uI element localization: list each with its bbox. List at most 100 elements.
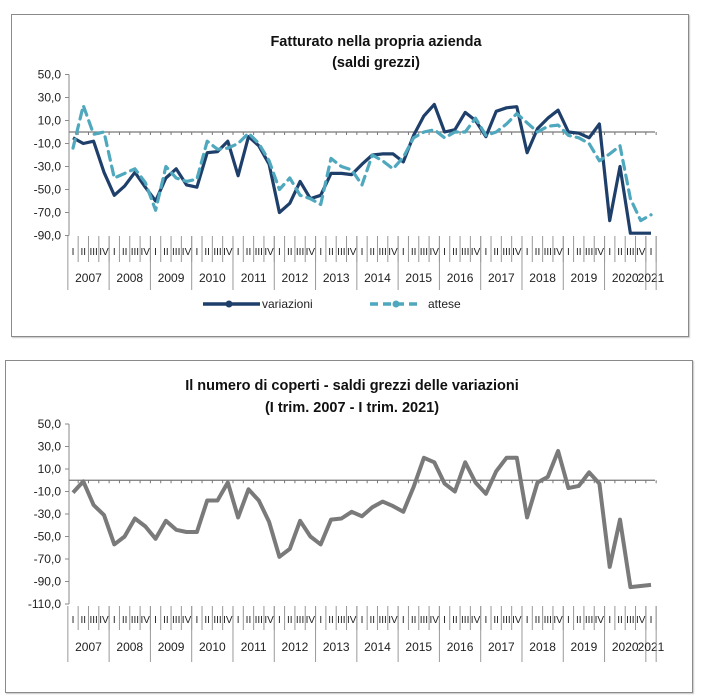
- x-quarter-label: I: [650, 247, 653, 258]
- y-tick-label: 30,0: [38, 91, 62, 105]
- chart2-series: [71, 449, 652, 590]
- series-line-coperti: [71, 449, 652, 590]
- x-quarter-label: IV: [264, 247, 274, 258]
- x-quarter-label: II: [617, 247, 623, 258]
- y-tick-label: -30,0: [34, 507, 62, 521]
- x-quarter-label: II: [328, 615, 334, 626]
- x-year-label: 2018: [529, 640, 556, 654]
- y-tick-label: -50,0: [34, 530, 62, 544]
- x-quarter-label: I: [319, 247, 322, 258]
- x-quarter-label: II: [204, 247, 210, 258]
- x-quarter-label: I: [278, 615, 281, 626]
- x-quarter-label: I: [154, 615, 157, 626]
- x-year-label: 2014: [364, 640, 391, 654]
- x-quarter-label: IV: [264, 615, 274, 626]
- legend-attese-label: attese: [428, 297, 461, 311]
- x-quarter-label: III: [626, 247, 634, 258]
- x-quarter-label: I: [567, 247, 570, 258]
- x-quarter-label: IV: [595, 247, 605, 258]
- x-quarter-label: III: [502, 247, 510, 258]
- x-year-label: 2016: [447, 271, 474, 285]
- x-quarter-label: I: [195, 247, 198, 258]
- x-quarter-label: IV: [182, 615, 192, 626]
- x-quarter-label: III: [255, 247, 263, 258]
- x-quarter-label: II: [411, 247, 417, 258]
- y-tick-label: 10,0: [38, 114, 62, 128]
- x-quarter-label: II: [535, 615, 541, 626]
- x-quarter-label: I: [443, 247, 446, 258]
- x-quarter-label: III: [420, 615, 428, 626]
- x-quarter-label: II: [81, 615, 87, 626]
- x-quarter-label: IV: [141, 247, 151, 258]
- x-year-label: 2020: [612, 640, 639, 654]
- x-quarter-label: II: [122, 615, 128, 626]
- x-quarter-label: I: [567, 615, 570, 626]
- x-quarter-label: I: [608, 247, 611, 258]
- x-year-label: 2016: [447, 640, 474, 654]
- x-quarter-label: III: [461, 615, 469, 626]
- x-year-label: 2007: [75, 640, 102, 654]
- x-quarter-label: I: [484, 247, 487, 258]
- chart1-title: Fatturato nella propria azienda: [270, 34, 482, 50]
- x-quarter-label: III: [502, 615, 510, 626]
- x-quarter-label: II: [81, 247, 87, 258]
- x-quarter-label: II: [370, 247, 376, 258]
- x-quarter-label: III: [255, 615, 263, 626]
- x-year-label: 2008: [116, 271, 143, 285]
- x-quarter-label: II: [287, 247, 293, 258]
- x-year-label: 2017: [488, 271, 515, 285]
- x-quarter-label: III: [544, 615, 552, 626]
- x-quarter-label: III: [89, 615, 97, 626]
- series-line-variazioni: [72, 102, 651, 235]
- x-quarter-label: I: [650, 615, 653, 626]
- x-quarter-label: II: [452, 615, 458, 626]
- x-year-label: 2012: [282, 271, 309, 285]
- x-quarter-label: II: [246, 247, 252, 258]
- x-year-label: 2010: [199, 271, 226, 285]
- x-year-label: 2019: [571, 640, 598, 654]
- x-quarter-label: I: [237, 615, 240, 626]
- x-year-label: 2018: [529, 271, 556, 285]
- x-quarter-label: I: [526, 247, 529, 258]
- x-quarter-label: IV: [430, 247, 440, 258]
- x-year-label: 2013: [323, 640, 350, 654]
- x-quarter-label: IV: [223, 247, 233, 258]
- chart1-series: [71, 102, 653, 235]
- x-quarter-label: IV: [347, 615, 357, 626]
- x-quarter-label: IV: [471, 615, 481, 626]
- x-quarter-label: II: [576, 247, 582, 258]
- x-quarter-label: IV: [388, 247, 398, 258]
- x-year-label: 2009: [158, 271, 185, 285]
- x-quarter-label: III: [585, 247, 593, 258]
- x-quarter-label: III: [296, 615, 304, 626]
- x-quarter-label: III: [172, 615, 180, 626]
- x-quarter-label: IV: [306, 247, 316, 258]
- y-tick-label: -90,0: [34, 575, 62, 589]
- x-quarter-label: II: [617, 615, 623, 626]
- x-quarter-label: IV: [471, 247, 481, 258]
- x-quarter-label: II: [204, 615, 210, 626]
- x-quarter-label: IV: [99, 247, 109, 258]
- x-quarter-label: I: [608, 615, 611, 626]
- x-quarter-label: II: [535, 247, 541, 258]
- x-year-label: 2020: [612, 271, 639, 285]
- x-quarter-label: II: [576, 615, 582, 626]
- x-quarter-label: IV: [512, 615, 522, 626]
- x-quarter-label: II: [370, 615, 376, 626]
- x-quarter-label: III: [337, 615, 345, 626]
- chart1-axes: 50,0 30,0 10,0 -10,0 -30,0 -50,0 -70,0 -90,0 I 20…: [34, 68, 665, 290]
- x-quarter-label: I: [361, 615, 364, 626]
- x-quarter-label: II: [493, 615, 499, 626]
- y-tick-label: -30,0: [34, 160, 62, 174]
- x-quarter-label: III: [461, 247, 469, 258]
- y-tick-label: 50,0: [38, 68, 62, 82]
- x-quarter-label: I: [72, 247, 75, 258]
- x-quarter-label: II: [163, 615, 169, 626]
- x-quarter-label: II: [246, 615, 252, 626]
- legend-variazioni-label: variazioni: [262, 297, 313, 311]
- x-quarter-label: I: [319, 615, 322, 626]
- x-year-label: 2015: [405, 271, 432, 285]
- x-quarter-label: II: [163, 247, 169, 258]
- x-quarter-label: IV: [99, 615, 109, 626]
- x-year-label: 2009: [158, 640, 185, 654]
